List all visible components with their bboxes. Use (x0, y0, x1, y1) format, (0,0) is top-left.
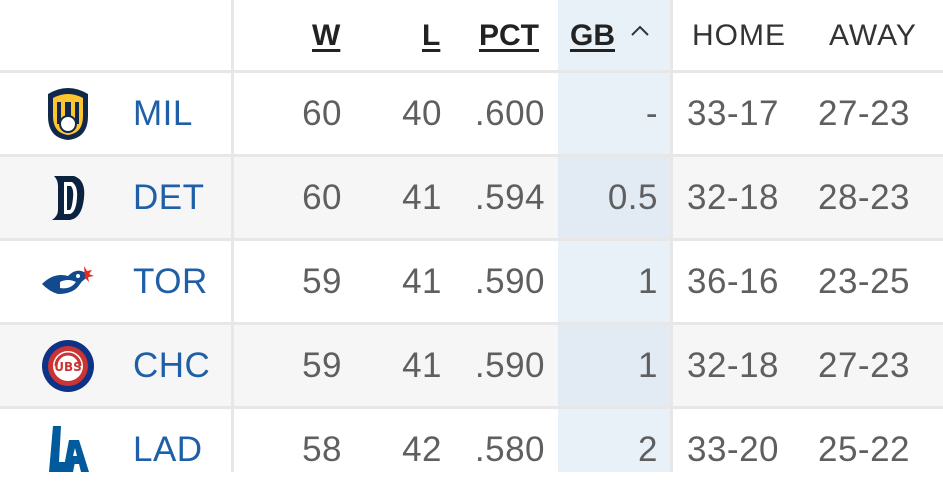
gb-cell: 1 (638, 261, 658, 301)
wins-cell: 59 (302, 261, 342, 301)
gb-cell: 1 (638, 345, 658, 385)
row-divider (0, 322, 943, 325)
row-divider (0, 154, 943, 157)
pct-cell: .580 (474, 429, 545, 469)
away-record-cell: 25-22 (818, 429, 911, 469)
tigers-logo-icon[interactable] (40, 157, 96, 238)
blue-jays-logo-icon[interactable] (40, 241, 96, 322)
row-divider (0, 406, 943, 409)
pct-cell: .594 (474, 177, 545, 217)
column-header-l[interactable]: L (422, 19, 441, 52)
home-record-cell: 33-20 (687, 429, 780, 469)
home-record-cell: 36-16 (687, 261, 780, 301)
losses-cell: 41 (402, 345, 442, 385)
dodgers-logo-icon[interactable] (40, 409, 96, 490)
team-link[interactable]: DET (133, 177, 205, 217)
standings-table: W L PCT GB HOME AWAY MIL 60 40 .600 - 33… (0, 0, 943, 472)
table-row: UBS CHC 59 41 .590 1 32-18 27-23 (0, 325, 943, 406)
team-link[interactable]: TOR (133, 261, 208, 301)
away-record-cell: 27-23 (818, 345, 911, 385)
wins-cell: 60 (302, 177, 342, 217)
home-record-cell: 32-18 (687, 345, 780, 385)
losses-cell: 41 (402, 261, 442, 301)
losses-cell: 42 (402, 429, 442, 469)
column-divider (231, 0, 234, 472)
column-header-away[interactable]: AWAY (829, 19, 917, 52)
table-row: MIL 60 40 .600 - 33-17 27-23 (0, 73, 943, 154)
svg-text:UBS: UBS (54, 360, 82, 374)
home-record-cell: 32-18 (687, 177, 780, 217)
away-record-cell: 23-25 (818, 261, 911, 301)
gb-cell-bg (558, 325, 670, 406)
column-header-home[interactable]: HOME (692, 19, 786, 52)
column-header-gb[interactable]: GB (570, 0, 651, 72)
pct-cell: .600 (474, 93, 545, 133)
column-divider (670, 0, 673, 472)
away-record-cell: 28-23 (818, 177, 911, 217)
pct-cell: .590 (474, 261, 545, 301)
column-header-gb-label: GB (570, 19, 615, 52)
away-record-cell: 27-23 (818, 93, 911, 133)
losses-cell: 40 (402, 93, 442, 133)
home-record-cell: 33-17 (687, 93, 780, 133)
losses-cell: 41 (402, 177, 442, 217)
team-link[interactable]: LAD (133, 429, 203, 469)
column-header-pct[interactable]: PCT (479, 19, 539, 52)
column-header-w[interactable]: W (312, 19, 341, 52)
wins-cell: 58 (302, 429, 342, 469)
table-row: TOR 59 41 .590 1 36-16 23-25 (0, 241, 943, 322)
gb-cell-bg (558, 157, 670, 238)
team-link[interactable]: CHC (133, 345, 211, 385)
brewers-logo-icon[interactable] (40, 73, 96, 154)
header-divider (0, 70, 943, 73)
cubs-logo-icon[interactable]: UBS (40, 325, 96, 406)
table-row: DET 60 41 .594 0.5 32-18 28-23 (0, 157, 943, 238)
pct-cell: .590 (474, 345, 545, 385)
table-row: LAD 58 42 .580 2 33-20 25-22 (0, 409, 943, 490)
wins-cell: 59 (302, 345, 342, 385)
row-divider (0, 238, 943, 241)
gb-cell: 0.5 (607, 177, 658, 217)
team-link[interactable]: MIL (133, 93, 193, 133)
gb-cell: - (645, 93, 658, 133)
chevron-up-icon (631, 25, 649, 36)
gb-cell: 2 (638, 429, 658, 469)
wins-cell: 60 (302, 93, 342, 133)
